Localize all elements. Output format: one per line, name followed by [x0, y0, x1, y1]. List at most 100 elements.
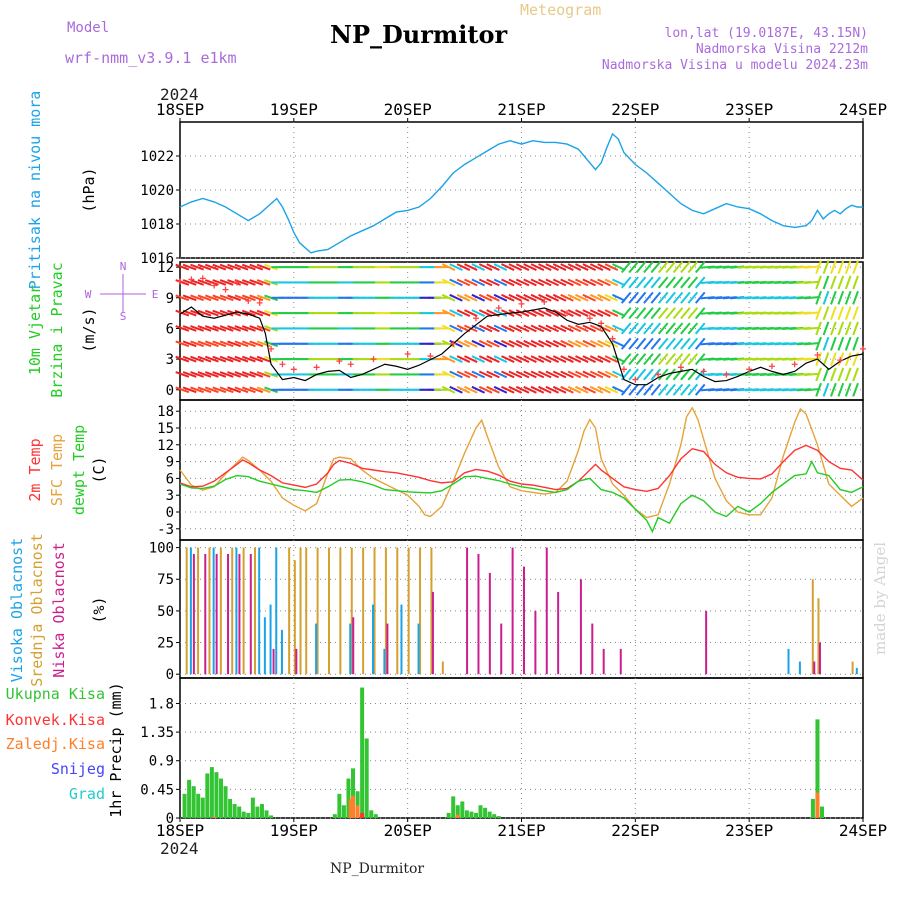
wind-arrow [234, 325, 249, 332]
wind-arrow [844, 306, 852, 321]
wind-arrow [241, 355, 256, 363]
precip-total-bar [187, 779, 192, 818]
cloud-unit-label: (%) [90, 596, 108, 623]
y-tick-label: 6 [166, 321, 174, 337]
precip-total-bar [810, 798, 815, 818]
wind-arrow [665, 383, 676, 396]
wind-gust-marker [495, 305, 502, 311]
wind-arrow [844, 336, 852, 351]
wind-gust-marker [814, 352, 821, 359]
wind-gust-marker [336, 358, 343, 365]
wind-arrow [530, 370, 545, 379]
wind-arrow [449, 324, 463, 333]
wind-arrow [441, 385, 456, 394]
wind-arrow [643, 291, 654, 304]
wind-arrow [620, 322, 632, 335]
y-tick-label: -3 [157, 522, 174, 538]
wind-arrow [523, 339, 537, 348]
wind-arrow [575, 324, 589, 333]
wind-arrow [844, 367, 852, 382]
wind-arrow [830, 275, 837, 290]
wind-arrow [575, 385, 589, 394]
wind-arrow [530, 309, 545, 317]
wind-arrow [628, 322, 639, 335]
wind-arrow [575, 309, 589, 317]
precip-unit-label: 1hr Precip (mm) [107, 682, 125, 817]
wind-gust-marker [564, 310, 571, 317]
wind-arrow [478, 278, 493, 287]
low-cloud-bar [500, 623, 503, 675]
precip-total-bar [259, 804, 264, 818]
wind-arrow [620, 353, 632, 366]
wind-arrow [694, 383, 706, 396]
wind-arrow [815, 306, 822, 321]
precip-total-bar [820, 806, 825, 818]
wind-arrow [680, 322, 691, 335]
wind-arrow [449, 293, 463, 302]
temp-unit-label: (C) [90, 456, 108, 483]
wind-arrow [635, 261, 647, 274]
wind-arrow [471, 355, 486, 363]
wind-gust-marker [256, 299, 263, 306]
wind-arrow [212, 371, 227, 378]
wind-arrow [687, 383, 699, 396]
wind-arrow [635, 368, 647, 381]
wind-arrow [486, 293, 500, 302]
wind-arrow [486, 370, 500, 379]
high-cloud-bar [189, 547, 192, 675]
low-cloud-bar [227, 553, 230, 675]
wind-arrow [249, 340, 264, 348]
low-cloud-bar [619, 648, 622, 675]
wind-gust-marker [598, 320, 605, 327]
x-tick-label-top: 21SEP [497, 100, 545, 119]
y-tick-label: 0 [166, 811, 174, 827]
wind-arrow [643, 322, 654, 335]
low-cloud-bar [602, 648, 605, 675]
wind-arrow [182, 371, 197, 378]
x-tick-label-bottom: 20SEP [384, 821, 432, 840]
wind-arrow [694, 291, 706, 304]
compass-s: S [120, 310, 127, 323]
wind-arrow [464, 370, 478, 379]
high-cloud-bar [269, 604, 272, 675]
wind-arrow [657, 322, 669, 335]
precip-total-bar [369, 810, 374, 818]
wind-arrow [204, 386, 219, 394]
wind-arrow [486, 339, 500, 348]
wind-arrow [545, 370, 560, 379]
wind-arrow [657, 291, 669, 304]
wind-gust-marker [837, 357, 844, 364]
wind-arrow [212, 279, 227, 286]
high-cloud-bar [280, 629, 283, 675]
precip-total-bar [337, 793, 342, 818]
year-label-bottom: 2024 [160, 839, 199, 858]
wind-arrow [523, 370, 537, 379]
precip-total-bar [214, 772, 219, 818]
wind-arrow [815, 382, 822, 397]
wind-arrow [628, 337, 639, 350]
wind-arrow [493, 385, 508, 394]
low-cloud-bar [511, 547, 514, 675]
wind-arrow [612, 309, 626, 317]
wind-arrow [822, 321, 830, 336]
mid-cloud-bar [242, 547, 245, 675]
wind-arrow [219, 340, 234, 348]
model-elevation-label: Nadmorska Visina u modelu 2024.23m [601, 58, 868, 73]
wind-arrow [844, 275, 852, 290]
low-cloud-bar [466, 547, 469, 675]
precip-frozen-bar [212, 816, 217, 818]
wind-arrow [628, 261, 639, 274]
wind-axis-label-1: 10m Vjetar [26, 285, 44, 375]
y-tick-label: 1020 [140, 183, 174, 199]
wind-arrow [204, 371, 219, 378]
low-cloud-bar [204, 553, 207, 675]
wind-arrow [449, 355, 463, 363]
x-tick-label-top: 19SEP [270, 100, 318, 119]
wind-gust-marker [620, 366, 627, 373]
wind-arrow [441, 355, 456, 363]
sfc-temp-label: SFC Temp [48, 434, 66, 506]
wind-gust-marker [791, 361, 798, 368]
y-tick-label: 6 [166, 471, 174, 487]
wind-arrow [538, 355, 552, 363]
precip-total-bar [487, 811, 492, 818]
